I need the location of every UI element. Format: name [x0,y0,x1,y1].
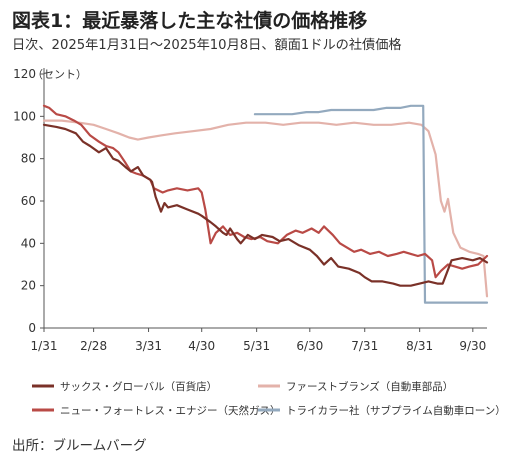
x-tick-label: 2/28 [80,339,107,353]
series-line [42,119,489,298]
legend-label: ファーストブランズ（自動車部品） [286,380,453,393]
source-note: 出所：ブルームバーグ [12,438,147,454]
x-tick-label: 3/31 [135,339,162,353]
x-tick-label: 6/30 [296,339,323,353]
legend: サックス・グローバル（百貨店） ファーストブランズ（自動車部品） ニュー・フォートレ… [32,380,506,417]
y-tick-label: 20 [21,279,36,293]
series-line [253,104,489,304]
plot-area [42,104,489,304]
x-tick-label: 1/31 [31,339,58,353]
chart-subtitle: 日次、2025年1月31日～2025年10月8日、額面1ドルの社債価格 [12,38,402,53]
y-tick-label: 120 [13,67,36,81]
series-line [42,123,489,287]
x-tick-label: 8/31 [406,339,433,353]
x-axis: 1/31 2/28 3/31 4/30 5/31 6/30 7/31 8/31 9/30 [31,327,487,353]
x-tick-label: 5/31 [243,339,270,353]
y-tick-label: 40 [21,236,36,250]
y-axis-unit-label: （セント） [32,68,87,81]
chart-title: 図表1：最近暴落した主な社債の価格推移 [12,10,368,32]
y-tick-label: 60 [21,194,36,208]
y-tick-label: 80 [21,152,36,166]
x-tick-label: 7/31 [351,339,378,353]
legend-label: サックス・グローバル（百貨店） [60,380,217,393]
y-tick-label: 100 [13,109,36,123]
legend-label: トライカラー社（サブプライム自動車ローン） [286,404,506,417]
line-chart: （セント） 0 20 40 60 80 100 120 1/31 2/28 3/31 4/30 5/… [13,67,506,417]
x-tick-label: 4/30 [188,339,215,353]
y-axis: 0 20 40 60 80 100 120 [13,67,45,335]
y-tick-label: 0 [28,321,36,335]
x-tick-label: 9/30 [459,339,486,353]
legend-label: ニュー・フォートレス・エナジー（天然ガス） [60,404,281,417]
